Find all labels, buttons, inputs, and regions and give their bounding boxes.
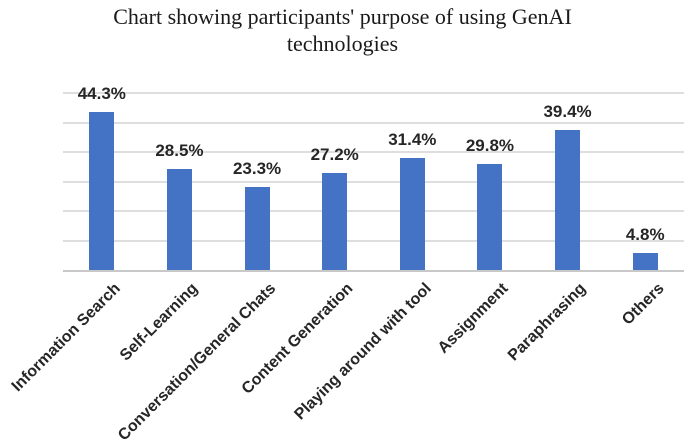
bar-3 xyxy=(244,187,270,271)
bar-2 xyxy=(166,168,192,271)
bar-value-label: 39.4% xyxy=(543,101,592,121)
category-label: Self-Learning xyxy=(117,280,202,365)
bar-value-label: 27.2% xyxy=(310,145,359,165)
bar-value-label: 31.4% xyxy=(388,130,437,150)
x-axis-line xyxy=(63,269,684,272)
chart-title-line-1: Chart showing participants' purpose of u… xyxy=(113,4,572,29)
gridline xyxy=(63,180,684,183)
chart-title: Chart showing participants' purpose of u… xyxy=(0,3,685,57)
gridline xyxy=(63,151,684,154)
category-label: Assignment xyxy=(435,280,512,357)
category-label: Playing around with tool xyxy=(290,280,435,424)
bar-4 xyxy=(322,173,348,271)
category-label: Conversation/General Chats xyxy=(114,280,280,439)
category-label: Paraphrasing xyxy=(505,280,590,365)
bar-1 xyxy=(89,112,115,271)
bar-value-label: 29.8% xyxy=(465,136,515,156)
category-label: Others xyxy=(618,280,668,329)
bar-8 xyxy=(632,253,658,271)
bar-value-label: 44.3% xyxy=(77,84,126,104)
category-label: Information Search xyxy=(8,280,124,396)
gridline xyxy=(63,210,684,213)
bar-value-label: 23.3% xyxy=(232,159,282,179)
gridline xyxy=(63,92,684,94)
bar-value-label: 4.8% xyxy=(625,225,665,245)
gridline xyxy=(63,121,684,124)
bar-5 xyxy=(399,158,425,271)
gridline xyxy=(63,239,684,242)
chart-title-line-2: technologies xyxy=(286,31,399,56)
bar-6 xyxy=(477,164,503,271)
bar-value-label: 28.5% xyxy=(155,140,204,160)
bar-7 xyxy=(555,129,581,271)
